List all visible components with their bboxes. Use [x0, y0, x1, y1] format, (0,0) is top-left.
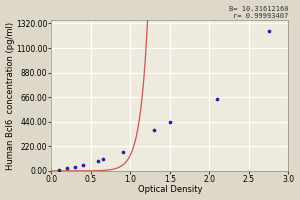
Y-axis label: Human Bcl6  concentration (pg/ml): Human Bcl6 concentration (pg/ml)	[6, 21, 15, 170]
Text: B= 10.31612160
r= 0.99993407: B= 10.31612160 r= 0.99993407	[229, 6, 288, 19]
Point	[80, 163, 85, 166]
Point	[96, 159, 100, 162]
Point	[266, 30, 271, 33]
Point	[64, 167, 69, 170]
Point	[215, 98, 220, 101]
Point	[120, 151, 125, 154]
Point	[57, 169, 62, 172]
X-axis label: Optical Density: Optical Density	[138, 185, 202, 194]
Point	[101, 158, 106, 161]
Point	[72, 165, 77, 168]
Point	[167, 120, 172, 123]
Point	[152, 128, 157, 131]
